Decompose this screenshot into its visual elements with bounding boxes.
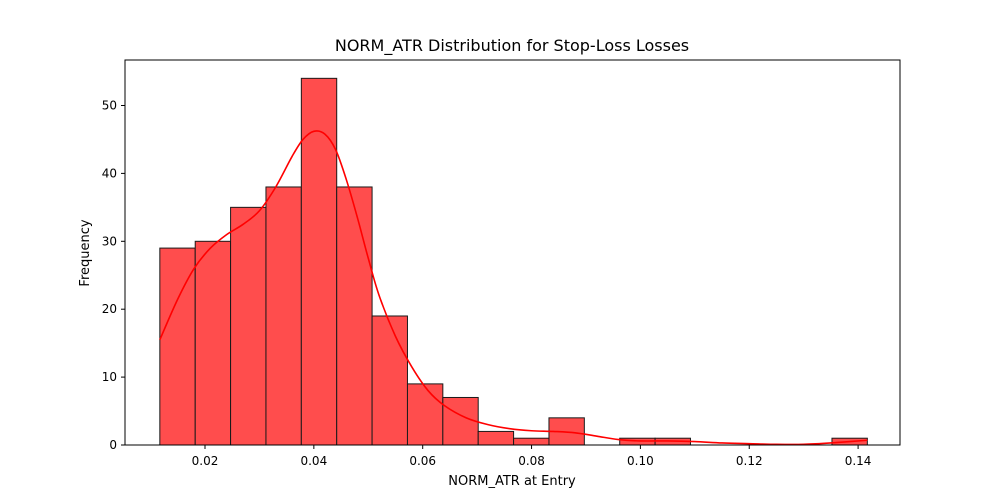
chart-title: NORM_ATR Distribution for Stop-Loss Loss…	[335, 36, 689, 56]
kde-layer	[159, 130, 868, 446]
x-axis-ticks: 0.02 0.04 0.06 0.08 0.10 0.12 0.14	[192, 445, 872, 468]
x-tick-label: 0.14	[845, 454, 872, 468]
histogram-bar	[300, 77, 338, 446]
y-tick-label: 40	[102, 166, 117, 180]
plot-frame	[124, 59, 901, 446]
histogram-bar	[194, 240, 232, 446]
y-tick-label: 50	[102, 98, 117, 112]
x-tick-label: 0.04	[300, 454, 327, 468]
y-tick-label: 30	[102, 234, 117, 248]
histogram-bar	[513, 437, 550, 446]
y-tick-label: 20	[102, 302, 117, 316]
x-tick-label: 0.06	[409, 454, 436, 468]
x-axis-label: NORM_ATR at Entry	[448, 474, 576, 489]
histogram-bar	[265, 186, 302, 446]
x-tick-label: 0.08	[518, 454, 545, 468]
bars-layer	[159, 77, 868, 446]
y-axis-label: Frequency	[78, 219, 93, 286]
x-tick-label: 0.02	[192, 454, 219, 468]
y-axis-ticks: 0 10 20 30 40 50	[102, 98, 125, 452]
y-tick-label: 10	[102, 370, 117, 384]
histogram-bar	[371, 315, 408, 446]
kde-curve	[159, 130, 868, 446]
y-tick-label: 0	[109, 438, 117, 452]
histogram-bar	[336, 186, 373, 446]
histogram-bar	[442, 396, 479, 446]
x-tick-label: 0.12	[736, 454, 763, 468]
histogram-bar	[477, 430, 515, 446]
histogram-bar	[230, 206, 267, 446]
histogram-bar	[159, 247, 196, 446]
histogram-bar	[406, 383, 444, 446]
x-tick-label: 0.10	[627, 454, 654, 468]
